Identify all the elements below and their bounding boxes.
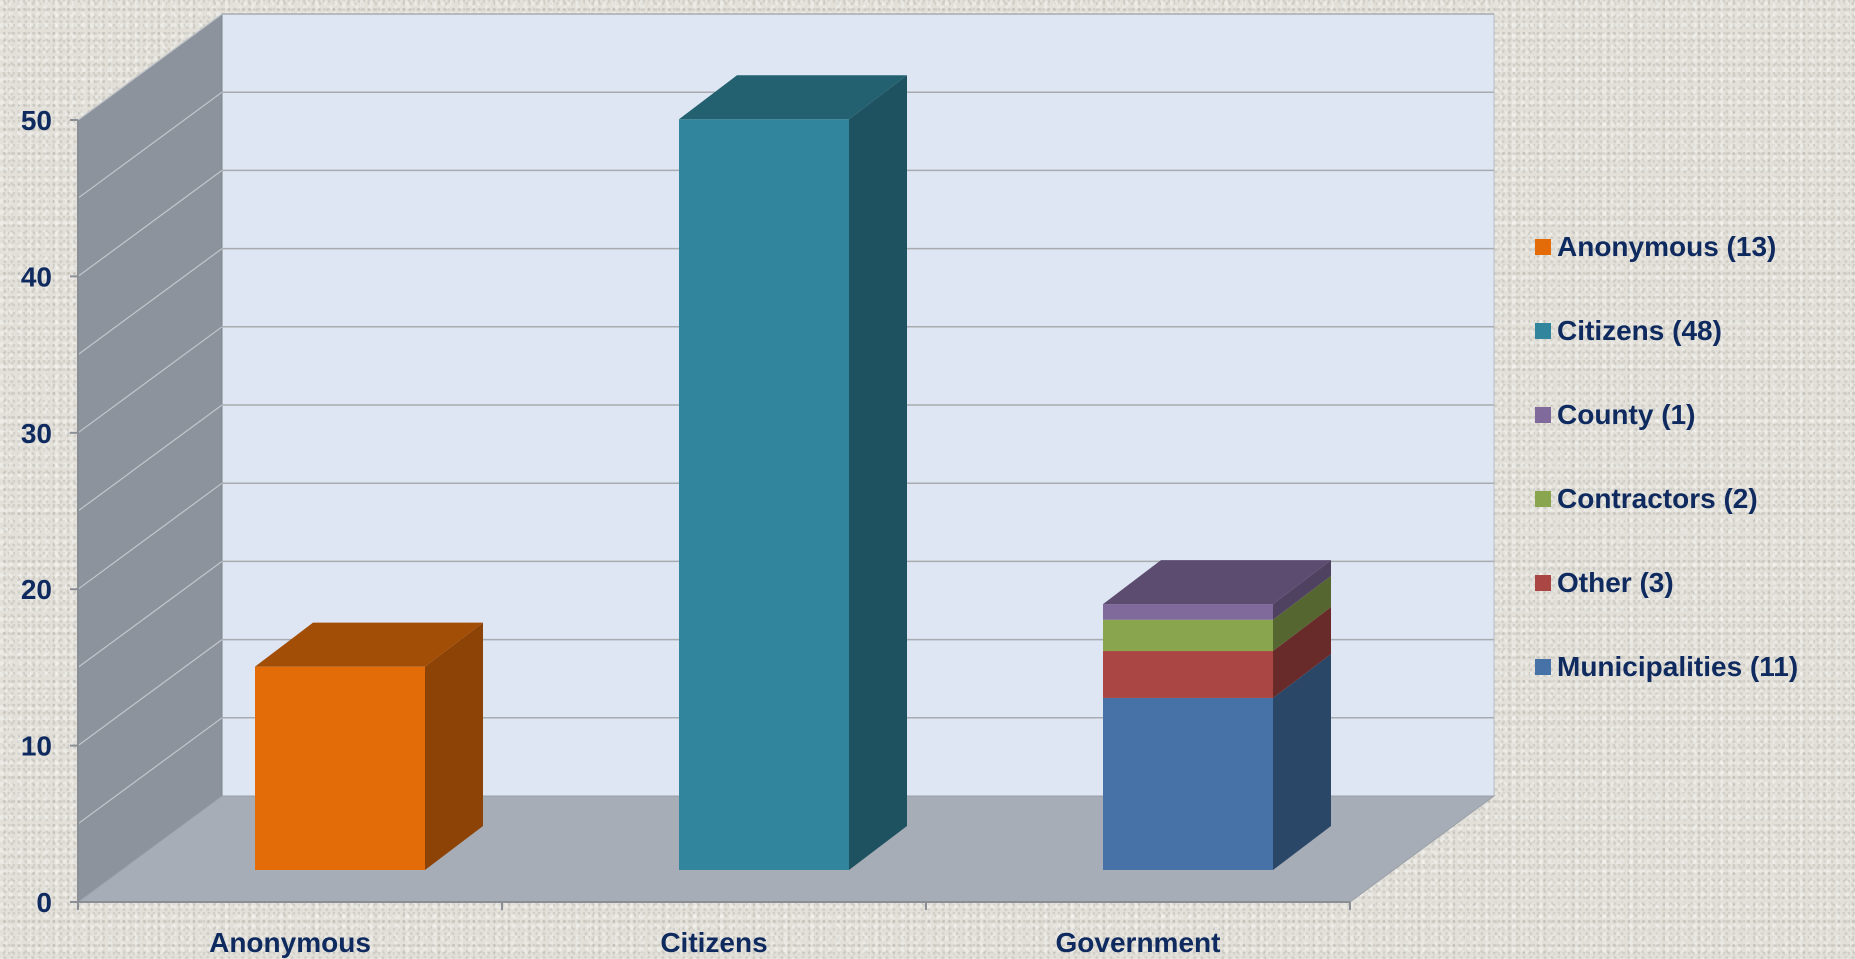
gridline-side — [77, 248, 223, 356]
bar-side — [1273, 653, 1331, 870]
y-tick-label: 20 — [21, 574, 52, 605]
axes — [70, 119, 1351, 910]
legend-swatch — [1535, 659, 1551, 675]
gridline-side — [77, 91, 223, 199]
legend-item: County (1) — [1535, 373, 1845, 457]
bar-top — [255, 622, 483, 667]
legend-label: Anonymous (13) — [1557, 231, 1777, 262]
legend-item: Municipalities (11) — [1535, 625, 1845, 709]
y-tick-label: 50 — [21, 105, 52, 136]
y-tick-label: 10 — [21, 731, 52, 762]
legend-label: County (1) — [1557, 399, 1696, 430]
bar-front — [1103, 697, 1273, 870]
gridline-side — [77, 169, 223, 277]
y-tick-label: 40 — [21, 261, 52, 292]
legend-item: Citizens (48) — [1535, 289, 1845, 373]
legend-label: Other (3) — [1557, 567, 1674, 598]
bar-side — [1273, 607, 1331, 698]
bar-front — [1103, 604, 1273, 620]
legend-label: Municipalities (11) — [1557, 651, 1799, 682]
gridline-side — [77, 404, 223, 512]
legend-swatch — [1535, 407, 1551, 423]
x-tick-label: Citizens — [660, 927, 767, 958]
legend-item: Contractors (2) — [1535, 457, 1845, 541]
bar-side — [1273, 560, 1331, 620]
gridline-side — [77, 717, 223, 825]
legend-item: Anonymous (13) — [1535, 205, 1845, 289]
bar-front — [255, 666, 425, 870]
axis-labels: 0 10 20 30 40 50 Anonymous Citizens Government — [21, 105, 1221, 958]
gridline-side — [77, 560, 223, 668]
legend-label: Contractors (2) — [1557, 483, 1758, 514]
bar-side — [425, 622, 483, 870]
legend-item: Other (3) — [1535, 541, 1845, 625]
bar-front — [1103, 619, 1273, 652]
bar-front — [1103, 651, 1273, 698]
bar-top — [679, 75, 907, 120]
legend: Anonymous (13) Citizens (48) County (1) Con… — [1535, 205, 1845, 709]
y-tick-label: 30 — [21, 418, 52, 449]
x-tick-label: Government — [1056, 927, 1221, 958]
gridline-side — [77, 326, 223, 434]
gridline-side — [77, 13, 223, 121]
legend-label: Citizens (48) — [1557, 315, 1722, 346]
gridline-side — [77, 482, 223, 590]
legend-swatch — [1535, 239, 1551, 255]
y-tick-label: 0 — [36, 887, 52, 918]
legend-swatch — [1535, 575, 1551, 591]
bar-side — [849, 75, 907, 870]
bar-top — [1103, 560, 1331, 605]
legend-swatch — [1535, 491, 1551, 507]
bar-front — [679, 119, 849, 870]
gridline-side — [77, 639, 223, 747]
x-tick-label: Anonymous — [209, 927, 371, 958]
bar-side — [1273, 575, 1331, 652]
bars — [255, 75, 1331, 870]
legend-swatch — [1535, 323, 1551, 339]
